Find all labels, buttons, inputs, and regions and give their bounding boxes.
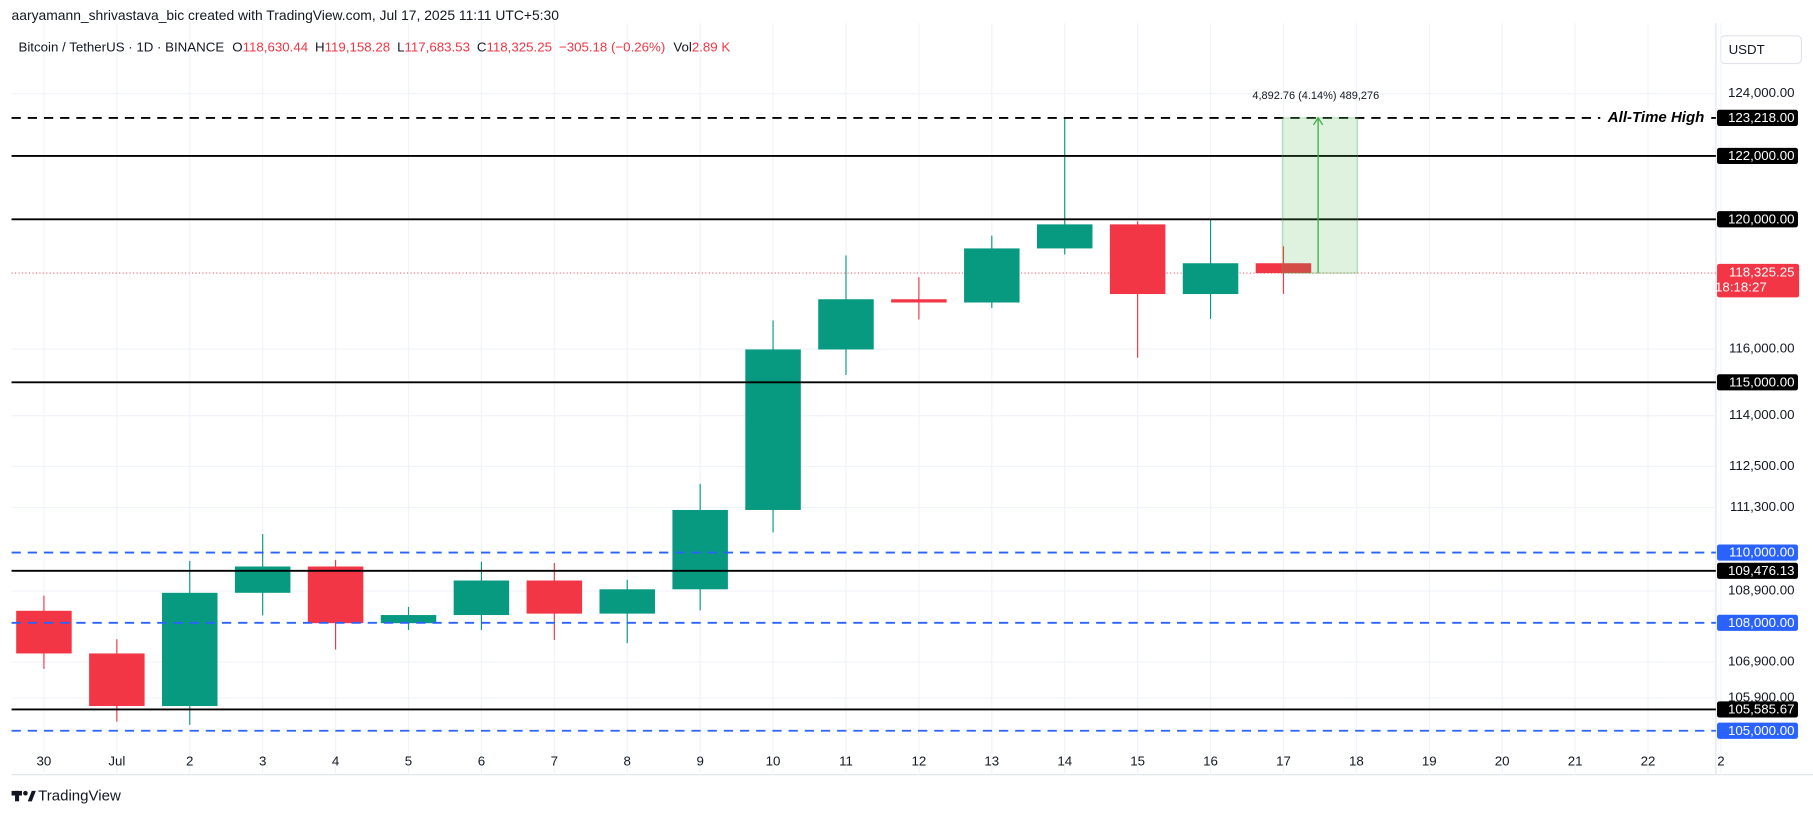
field-value: 117,683.53 [404, 39, 469, 54]
x-tick-label: 11 [839, 754, 853, 769]
level-label-bg [1717, 614, 1798, 631]
candle-body [307, 566, 364, 624]
y-tick-label: 105,900.00 [1728, 690, 1794, 705]
y-tick-label: 106,900.00 [1728, 654, 1794, 669]
y-tick-label: 112,500.00 [1729, 458, 1794, 473]
level-label-bg [1717, 374, 1798, 391]
field-value: 119,158.28 [325, 39, 390, 54]
y-tick-label: 114,000.00 [1729, 407, 1794, 422]
x-tick-label: 20 [1495, 754, 1510, 769]
x-tick-label: 21 [1568, 754, 1583, 769]
field-key: L [397, 39, 404, 54]
level-label: 110,000.00 [1729, 545, 1794, 560]
last-price-label-bg [1717, 263, 1800, 298]
logo-part [15, 790, 20, 802]
y-tick-label: 124,000.00 [1728, 85, 1794, 100]
x-tick-label: 15 [1130, 754, 1145, 769]
candle-body [380, 615, 437, 624]
field-value: 118,325.25 [487, 39, 552, 54]
x-tick-label: 13 [984, 754, 999, 769]
level-label-bg [1717, 562, 1798, 579]
level-label: 120,000.00 [1728, 211, 1794, 226]
x-tick-label: 17 [1276, 754, 1291, 769]
candle-body [162, 592, 218, 707]
brand-logo [11, 790, 36, 802]
x-tick-label: 22 [1641, 754, 1656, 769]
candle-body [672, 509, 728, 590]
x-tick-label: 7 [551, 754, 558, 769]
candle-body [1036, 224, 1093, 249]
field-key: H [315, 39, 325, 54]
x-tick-label: 3 [259, 754, 266, 769]
level-label: 105,000.00 [1728, 723, 1794, 738]
field-value: 118,630.44 [243, 39, 308, 54]
candle-body [16, 610, 72, 654]
y-tick-label: 111,300.00 [1730, 499, 1794, 514]
attribution: aaryamann_shrivastava_bic created with T… [12, 7, 560, 23]
candle-body [1182, 263, 1239, 295]
logo-part [23, 790, 28, 796]
level-annotation: All-Time High [1607, 109, 1704, 126]
level-label: 122,000.00 [1728, 148, 1794, 163]
field-key: O [232, 39, 242, 54]
level-label-bg [1717, 211, 1798, 228]
x-tick-label: 16 [1203, 754, 1218, 769]
x-tick-label: 8 [624, 754, 631, 769]
volume: 2.89 K [692, 39, 731, 54]
level-label: 109,476.13 [1728, 563, 1794, 578]
x-tick-label: 4 [332, 754, 339, 769]
candle-body [1109, 224, 1166, 295]
y-tick-label: 116,000.00 [1729, 341, 1794, 356]
candle-body [964, 248, 1020, 303]
candle-body [453, 580, 510, 616]
x-tick-label: 18 [1349, 754, 1364, 769]
level-label: 123,218.00 [1728, 110, 1794, 125]
candle-body [891, 299, 947, 303]
annotation-bg [1600, 108, 1709, 128]
last-price-label: 118,325.25 [1729, 265, 1794, 280]
candle-body [745, 349, 801, 510]
x-tick-label: 10 [766, 754, 781, 769]
x-tick-label: Jul [108, 754, 125, 769]
volume-key: Vol [673, 39, 692, 54]
symbol-title: Bitcoin / TetherUS · 1D · BINANCE [18, 39, 224, 54]
change: −305.18 (−0.26%) [559, 39, 665, 54]
x-tick-label: 2 [186, 754, 193, 769]
x-tick-label: 12 [912, 754, 927, 769]
measure-label: 4,892.76 (4.14%) 489,276 [1252, 90, 1379, 102]
level-label-bg [1717, 544, 1798, 561]
x-tick-label: 9 [696, 754, 703, 769]
candle-body [526, 580, 583, 614]
candle-body [599, 589, 655, 614]
measure-arrowhead [1312, 116, 1324, 126]
x-tick-label: 30 [37, 754, 52, 769]
level-label-bg [1717, 722, 1798, 739]
candle-body [1255, 263, 1312, 274]
x-tick-label: 19 [1422, 754, 1437, 769]
x-tick-label: 5 [405, 754, 412, 769]
candle-body [818, 299, 874, 350]
level-label-bg [1717, 147, 1798, 165]
logo-part [27, 790, 36, 802]
level-label: 115,000.00 [1729, 374, 1794, 389]
legend-line: Bitcoin / TetherUS · 1D · BINANCE O118,63… [18, 39, 730, 54]
currency[interactable]: USDT [1729, 42, 1765, 57]
level-label-bg [1717, 701, 1798, 718]
level-label: 105,585.67 [1728, 702, 1794, 717]
brand: TradingView [38, 788, 121, 805]
level-label: 108,000.00 [1728, 615, 1794, 630]
y-tick-label: 108,900.00 [1728, 583, 1794, 598]
x-tick-label: 2 [1717, 754, 1724, 769]
x-tick-label: 14 [1057, 754, 1072, 769]
countdown: 18:18:27 [1715, 280, 1767, 295]
level-label-bg [1717, 109, 1798, 126]
candle-body [89, 653, 145, 707]
measure-box [1281, 117, 1359, 274]
field-key: C [477, 39, 487, 54]
x-tick-label: 6 [478, 754, 485, 769]
